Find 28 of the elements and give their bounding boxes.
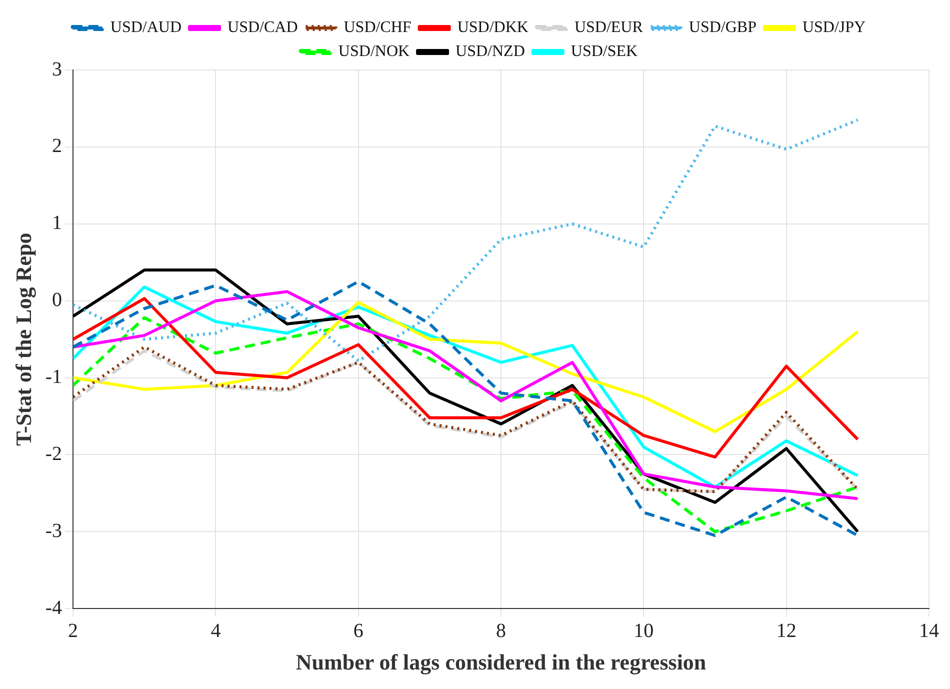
y-tick-label: 1 (52, 212, 62, 234)
x-tick-label: 4 (210, 620, 221, 642)
legend-label: USD/EUR (574, 19, 644, 36)
y-axis-title: T-Stat of the Log Repo (10, 232, 36, 446)
legend-label: USD/SEK (570, 43, 638, 60)
x-tick-label: 6 (353, 620, 364, 642)
y-tick-label: -1 (45, 366, 62, 388)
x-tick-label: 14 (919, 620, 939, 642)
legend-label: USD/CAD (228, 19, 298, 36)
line-series (73, 118, 860, 362)
legend-label: USD/JPY (802, 19, 866, 36)
x-tick-label: 10 (634, 620, 654, 642)
y-tick-label: -2 (45, 442, 62, 465)
legend-label: USD/NZD (456, 43, 525, 60)
x-axis-title: Number of lags considered in the regression (296, 649, 706, 674)
legend-label: USD/AUD (110, 19, 182, 36)
legend-label: USD/NOK (338, 43, 410, 60)
x-tick-label: 2 (68, 620, 78, 642)
y-tick-label: 3 (52, 58, 62, 80)
legend-label: USD/DKK (457, 19, 529, 36)
legend-label: USD/GBP (688, 19, 757, 36)
x-tick-label: 12 (776, 620, 796, 642)
y-tick-label: -4 (45, 596, 62, 619)
x-tick-label: 8 (496, 620, 506, 642)
y-tick-label: 2 (52, 135, 62, 158)
y-tick-label: -3 (45, 520, 62, 542)
legend-label: USD/CHF (344, 19, 412, 36)
y-tick-label: 0 (52, 289, 62, 312)
